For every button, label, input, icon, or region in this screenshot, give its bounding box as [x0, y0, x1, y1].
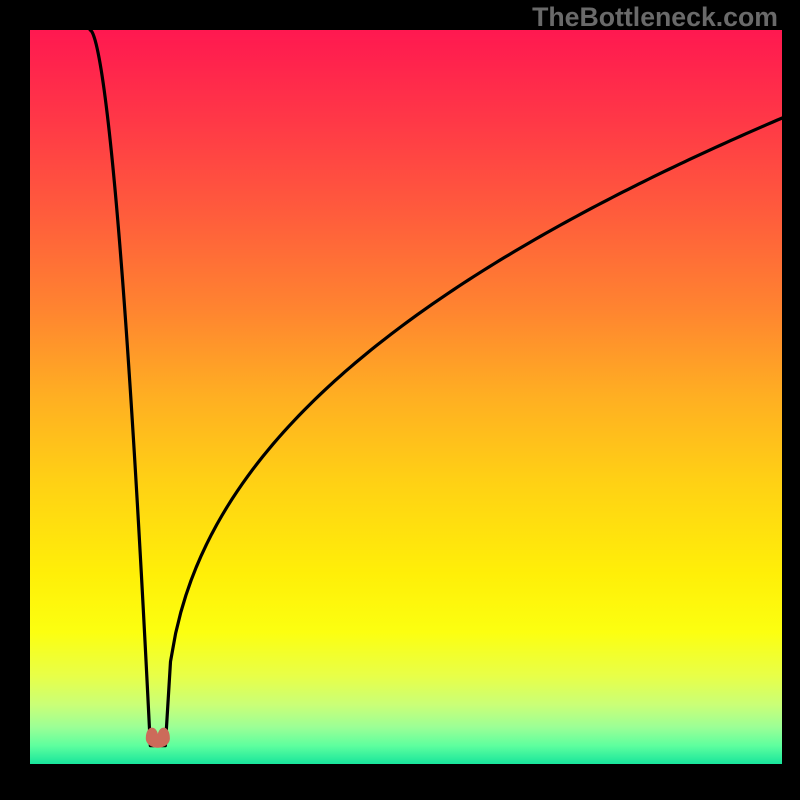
chart-area [30, 30, 782, 782]
watermark-text: TheBottleneck.com [532, 2, 778, 33]
chart-background-gradient [30, 30, 782, 764]
chart-bottom-border [30, 764, 782, 782]
chart-svg [30, 30, 782, 782]
